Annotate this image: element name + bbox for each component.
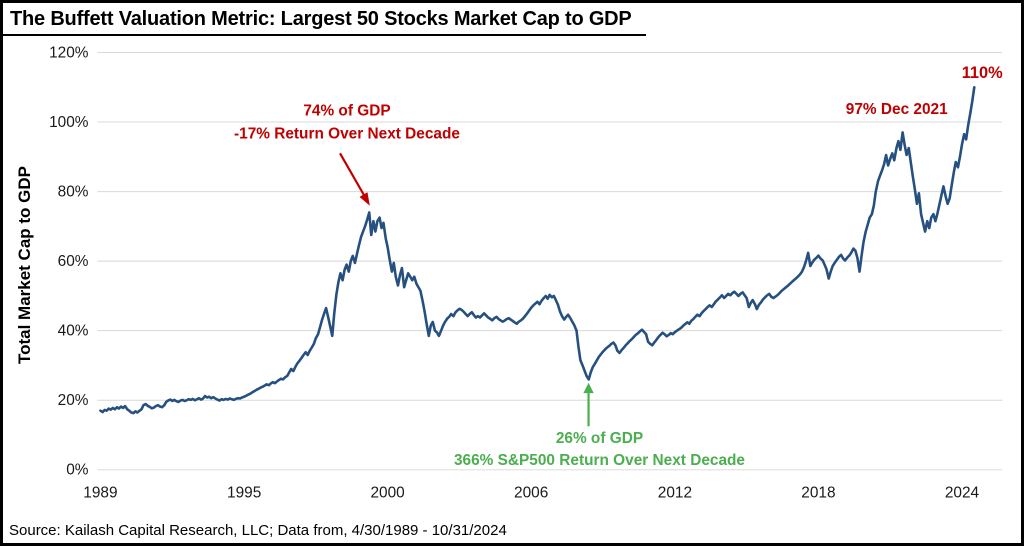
y-axis-tick-labels: 0% 20% 40% 60% 80% 100% 120% <box>49 44 89 478</box>
x-axis-tick-labels: 1989 1995 2000 2006 2012 2018 2024 <box>83 485 979 502</box>
annotation-gfc-arrowhead-icon <box>583 382 594 394</box>
annotation-gfc-trough-line2: 366% S&P500 Return Over Next Decade <box>454 452 745 469</box>
annotation-dotcom-peak-line2: -17% Return Over Next Decade <box>234 126 460 143</box>
chart-canvas: 0% 20% 40% 60% 80% 100% 120% 1989 1995 2000 2006 2… <box>49 44 1003 502</box>
y-tick-label: 60% <box>58 253 89 270</box>
annotation-dotcom-arrowhead-icon <box>359 192 370 206</box>
x-tick-label: 2000 <box>371 485 405 502</box>
annotation-gfc-trough: 26% of GDP 366% S&P500 Return Over Next … <box>454 382 745 469</box>
x-tick-label: 2018 <box>801 485 835 502</box>
y-tick-label: 20% <box>58 392 89 409</box>
chart-title: The Buffett Valuation Metric: Largest 50… <box>3 3 646 36</box>
x-tick-label: 2024 <box>945 485 980 502</box>
y-tick-label: 80% <box>58 184 89 201</box>
y-tick-label: 40% <box>58 323 89 340</box>
annotation-latest-value-label: 110% <box>962 64 1003 82</box>
annotation-gfc-trough-line1: 26% of GDP <box>556 430 643 447</box>
y-tick-label: 120% <box>49 44 89 61</box>
series-line <box>99 85 976 415</box>
annotation-dotcom-peak-line1: 74% of GDP <box>303 103 390 120</box>
x-tick-label: 1995 <box>227 485 261 502</box>
y-tick-label: 0% <box>66 462 89 479</box>
x-tick-label: 1989 <box>83 485 117 502</box>
x-tick-label: 2006 <box>514 485 548 502</box>
annotation-dec-2021-label: 97% Dec 2021 <box>846 101 948 118</box>
gridlines <box>97 51 1003 471</box>
source-caption: Source: Kailash Capital Research, LLC; D… <box>9 522 507 539</box>
annotation-dotcom-peak: 74% of GDP -17% Return Over Next Decade <box>234 103 460 206</box>
annotation-dotcom-arrow <box>339 152 365 196</box>
y-tick-label: 100% <box>49 114 89 131</box>
x-tick-label: 2012 <box>658 485 692 502</box>
